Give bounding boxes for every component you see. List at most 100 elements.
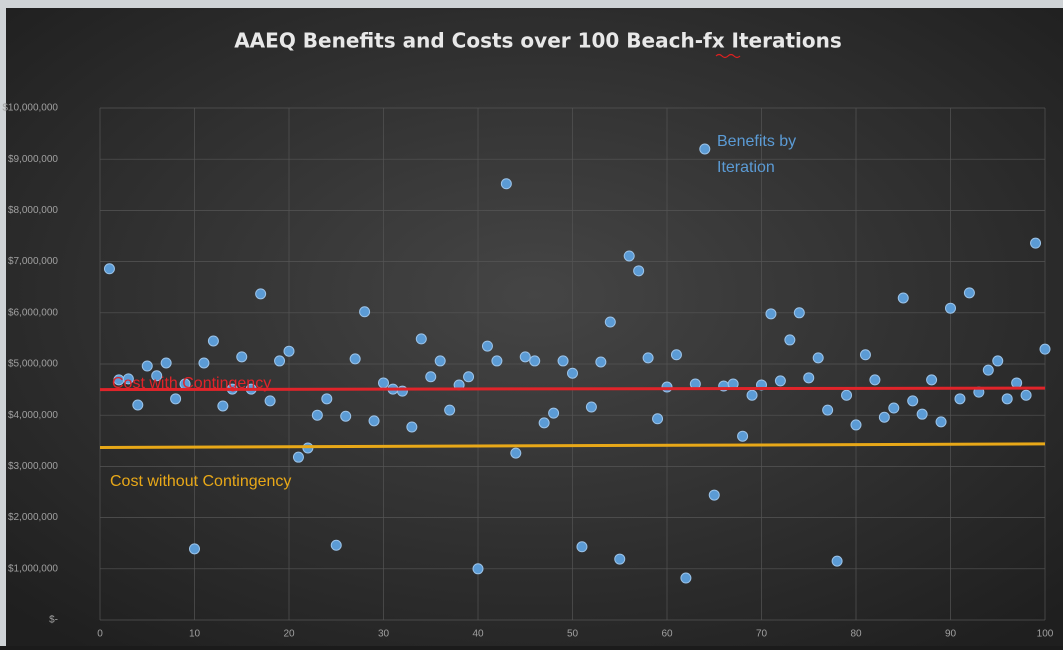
point	[360, 307, 370, 317]
point	[445, 405, 455, 415]
point	[794, 308, 804, 318]
point	[993, 356, 1003, 366]
series-label: Cost without Contingency	[110, 473, 291, 490]
point	[171, 394, 181, 404]
point	[671, 350, 681, 360]
point	[275, 356, 285, 366]
point	[369, 416, 379, 426]
point	[955, 394, 965, 404]
point	[511, 448, 521, 458]
x-tick-label: 100	[1037, 629, 1054, 640]
point	[558, 356, 568, 366]
y-tick-label: $6,000,000	[8, 307, 58, 318]
chart-title: AAEQ Benefits and Costs over 100 Beach-f…	[234, 29, 842, 53]
point	[208, 336, 218, 346]
point	[747, 390, 757, 400]
x-tick-label: 10	[189, 629, 201, 640]
point	[634, 266, 644, 276]
point	[1002, 394, 1012, 404]
point	[312, 410, 322, 420]
point	[700, 144, 710, 154]
point	[577, 542, 587, 552]
point	[435, 356, 445, 366]
point	[341, 411, 351, 421]
point	[605, 317, 615, 327]
point	[889, 403, 899, 413]
point	[492, 356, 502, 366]
point	[161, 358, 171, 368]
point	[946, 303, 956, 313]
point	[596, 357, 606, 367]
point	[624, 251, 634, 261]
chart-background	[6, 8, 1063, 646]
point	[662, 382, 672, 392]
point	[1031, 238, 1041, 248]
point	[331, 540, 341, 550]
point	[643, 353, 653, 363]
x-tick-label: 30	[378, 629, 390, 640]
y-tick-label: $7,000,000	[8, 256, 58, 267]
point	[199, 358, 209, 368]
point	[520, 352, 530, 362]
point	[586, 402, 596, 412]
y-tick-label: $2,000,000	[8, 512, 58, 523]
point	[530, 356, 540, 366]
point	[568, 368, 578, 378]
point	[964, 288, 974, 298]
y-tick-label: $9,000,000	[8, 154, 58, 165]
chart: AAEQ Benefits and Costs over 100 Beach-f…	[0, 0, 1063, 646]
point	[256, 289, 266, 299]
y-tick-label: $8,000,000	[8, 205, 58, 216]
point	[851, 420, 861, 430]
point	[416, 334, 426, 344]
point	[322, 394, 332, 404]
x-tick-label: 80	[850, 629, 862, 640]
page: AAEQ Benefits and Costs over 100 Beach-f…	[0, 0, 1063, 646]
point	[615, 554, 625, 564]
y-tick-label: $1,000,000	[8, 563, 58, 574]
point	[832, 556, 842, 566]
point	[293, 452, 303, 462]
point	[426, 372, 436, 382]
point	[927, 375, 937, 385]
point	[407, 422, 417, 432]
point	[813, 353, 823, 363]
point	[842, 390, 852, 400]
point	[237, 352, 247, 362]
point	[104, 264, 114, 274]
x-tick-label: 60	[661, 629, 673, 640]
point	[908, 396, 918, 406]
point	[265, 396, 275, 406]
point	[804, 373, 814, 383]
point	[218, 401, 228, 411]
y-tick-label: $10,000,000	[2, 103, 58, 114]
point	[775, 376, 785, 386]
point	[549, 408, 559, 418]
point	[1021, 390, 1031, 400]
point	[501, 179, 511, 189]
point	[1012, 378, 1022, 388]
point	[379, 378, 389, 388]
point	[473, 564, 483, 574]
point	[870, 375, 880, 385]
point	[1040, 344, 1050, 354]
point	[482, 341, 492, 351]
y-tick-label: $5,000,000	[8, 359, 58, 370]
point	[681, 573, 691, 583]
point	[709, 490, 719, 500]
x-tick-label: 70	[756, 629, 768, 640]
point	[917, 409, 927, 419]
point	[738, 431, 748, 441]
point	[653, 414, 663, 424]
point	[823, 405, 833, 415]
y-tick-label: $-	[49, 615, 58, 626]
point	[350, 354, 360, 364]
x-tick-label: 50	[567, 629, 579, 640]
point	[464, 372, 474, 382]
point	[983, 365, 993, 375]
x-tick-label: 40	[472, 629, 484, 640]
series-label: Cost with Contingency	[112, 375, 271, 392]
x-tick-label: 20	[283, 629, 295, 640]
point	[898, 293, 908, 303]
point	[133, 400, 143, 410]
